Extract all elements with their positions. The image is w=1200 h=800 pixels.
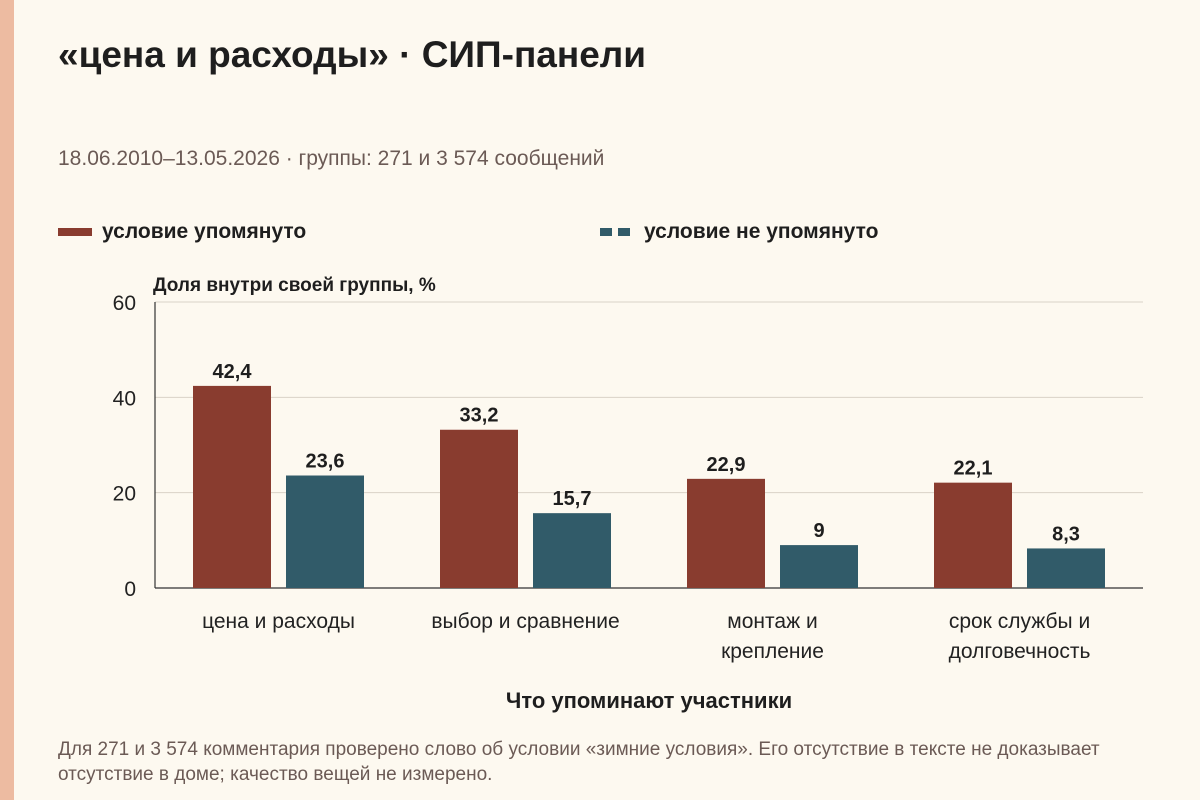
bar bbox=[687, 478, 765, 588]
y-tick-label: 20 bbox=[113, 483, 136, 506]
y-tick-label: 40 bbox=[113, 387, 136, 410]
x-axis-label: Что упоминают участники bbox=[506, 688, 792, 713]
x-tick-label: долговечность bbox=[949, 640, 1091, 663]
y-axis-label: Доля внутри своей группы, % bbox=[153, 275, 436, 296]
left-accent-stripe bbox=[0, 0, 14, 800]
data-label: 33,2 bbox=[460, 405, 499, 427]
bar bbox=[1027, 548, 1105, 588]
x-tick-label: монтаж и bbox=[727, 610, 817, 633]
data-label: 22,9 bbox=[707, 454, 746, 476]
legend-swatch-mentioned bbox=[58, 228, 92, 236]
data-label: 23,6 bbox=[306, 451, 345, 473]
data-label: 42,4 bbox=[213, 361, 253, 383]
bar bbox=[440, 429, 518, 588]
bar bbox=[780, 545, 858, 588]
data-label: 8,3 bbox=[1052, 523, 1080, 545]
data-label: 15,7 bbox=[553, 488, 592, 510]
data-label: 22,1 bbox=[954, 458, 993, 480]
x-tick-label: выбор и сравнение bbox=[431, 610, 619, 633]
bar bbox=[286, 475, 364, 588]
legend-label-not-mentioned: условие не упомянуто bbox=[644, 220, 879, 243]
legend-swatch-not-mentioned bbox=[600, 228, 634, 236]
y-tick-label: 0 bbox=[124, 578, 136, 601]
x-tick-label: срок службы и bbox=[949, 610, 1090, 633]
bar bbox=[193, 385, 271, 588]
chart-title: «цена и расходы» · СИП-панели bbox=[58, 34, 647, 75]
chart-subtitle: 18.06.2010–13.05.2026 · группы: 271 и 3 … bbox=[58, 147, 605, 170]
legend-label-mentioned: условие упомянуто bbox=[102, 220, 307, 243]
x-tick-label: цена и расходы bbox=[202, 610, 355, 633]
bar bbox=[934, 482, 1012, 588]
legend-item-mentioned: условие упомянуто bbox=[58, 220, 306, 244]
footnote: Для 271 и 3 574 комментария проверено сл… bbox=[58, 739, 1100, 785]
bar bbox=[533, 513, 611, 588]
legend-item-not-mentioned: условие не упомянуто bbox=[600, 220, 878, 244]
data-label: 9 bbox=[813, 520, 824, 542]
y-tick-label: 60 bbox=[113, 292, 136, 315]
x-tick-label: крепление bbox=[721, 640, 824, 663]
